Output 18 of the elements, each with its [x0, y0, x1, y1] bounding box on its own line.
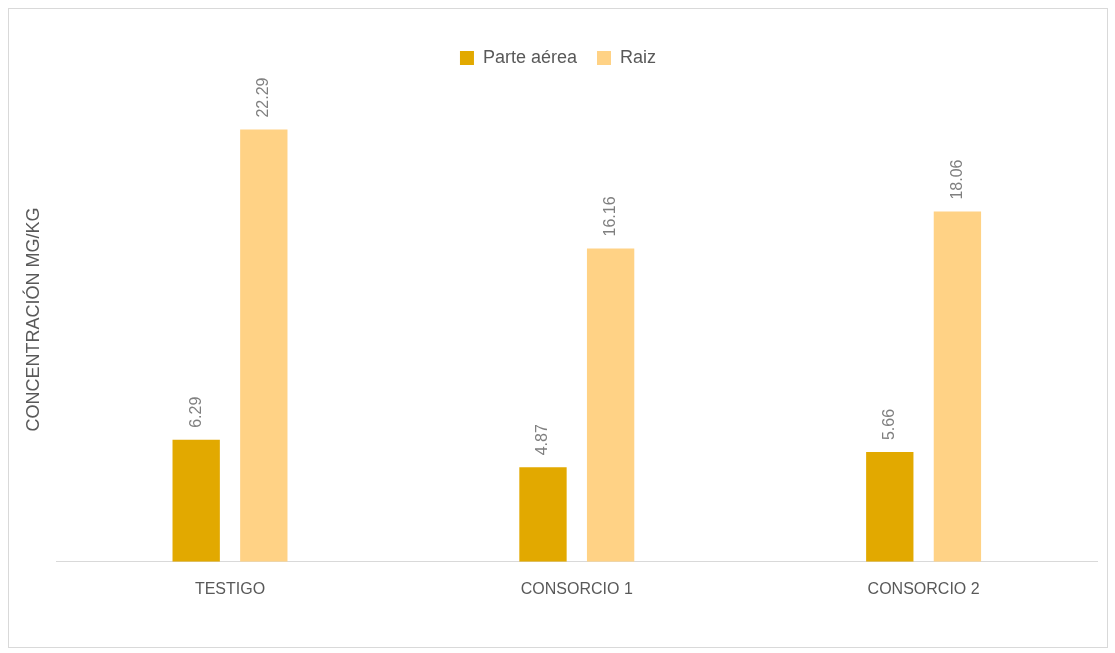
- data-label: 22.29: [254, 77, 272, 118]
- data-label: 18.06: [947, 159, 965, 200]
- data-label: 5.66: [880, 408, 898, 441]
- data-label: 6.29: [186, 396, 204, 428]
- bar: [866, 452, 914, 562]
- bar: [240, 129, 288, 562]
- data-label: 16.16: [601, 196, 619, 237]
- legend-label: Parte aérea: [482, 46, 579, 67]
- x-tick-label: CONSORCIO 2: [867, 579, 980, 597]
- bar: [933, 211, 982, 562]
- bar: [172, 439, 220, 562]
- bar: [586, 248, 635, 562]
- data-label: 4.87: [533, 424, 551, 456]
- legend-label: Raiz: [620, 46, 657, 67]
- x-tick-label: TESTIGO: [194, 579, 266, 597]
- y-axis-title: CONCENTRACIÓN MG/KG: [21, 207, 43, 432]
- x-tick-label: CONSORCIO 1: [520, 579, 633, 597]
- bar: [519, 467, 567, 562]
